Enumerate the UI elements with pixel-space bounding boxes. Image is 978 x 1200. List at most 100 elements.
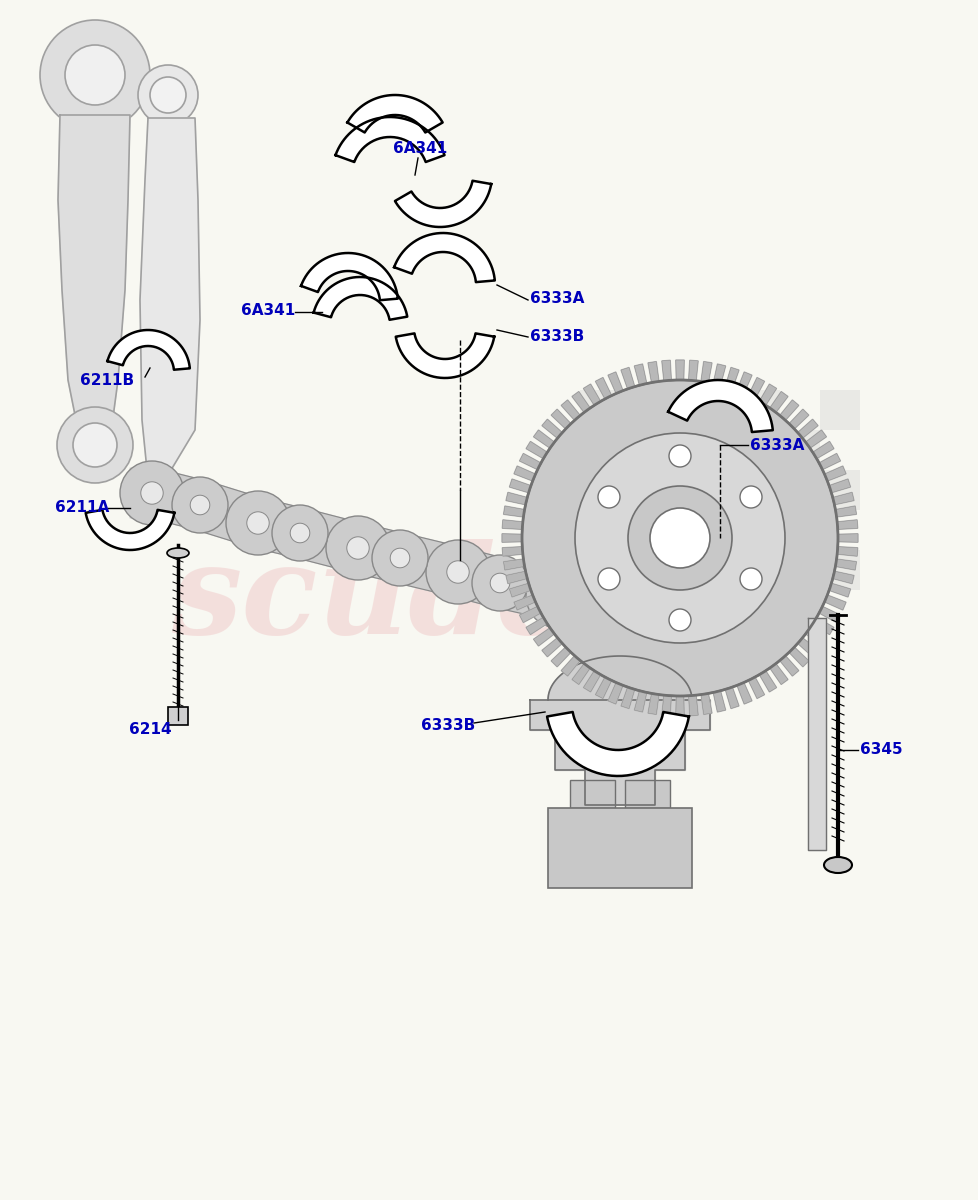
Circle shape [138,65,198,125]
Polygon shape [395,334,494,378]
Polygon shape [560,400,580,420]
Polygon shape [725,367,738,389]
Polygon shape [335,118,444,162]
Circle shape [272,505,328,560]
Polygon shape [502,534,521,542]
Polygon shape [509,479,530,493]
Polygon shape [509,583,530,596]
Circle shape [226,491,289,554]
Circle shape [739,568,761,590]
Polygon shape [713,691,725,712]
Polygon shape [347,95,442,132]
Polygon shape [661,360,671,380]
Polygon shape [551,647,570,667]
Circle shape [627,486,732,590]
Polygon shape [542,419,561,438]
Polygon shape [300,253,397,300]
Polygon shape [736,372,751,394]
Polygon shape [583,671,600,692]
Text: 6A341: 6A341 [241,302,294,318]
Bar [624,780,669,808]
Polygon shape [805,628,825,646]
Polygon shape [583,384,600,406]
Polygon shape [607,372,622,394]
Bar [699,590,739,630]
Circle shape [372,530,427,586]
Text: 6333A: 6333A [529,290,584,306]
Polygon shape [313,277,407,319]
Polygon shape [788,409,808,428]
Circle shape [574,433,784,643]
Bar [699,430,739,470]
Polygon shape [836,520,857,529]
Bar [739,470,779,510]
Circle shape [326,516,389,580]
Polygon shape [788,647,808,667]
Circle shape [649,508,709,568]
Polygon shape [700,694,711,714]
Polygon shape [293,509,364,572]
Polygon shape [547,712,689,776]
Polygon shape [819,606,839,623]
Circle shape [598,486,619,508]
Polygon shape [503,506,524,517]
Circle shape [246,511,269,534]
Polygon shape [525,617,547,635]
Bar [739,550,779,590]
Polygon shape [834,506,856,517]
Polygon shape [759,671,776,692]
Polygon shape [506,571,527,583]
Polygon shape [778,655,798,676]
Bar [579,470,619,510]
Polygon shape [607,683,622,704]
Polygon shape [86,510,174,550]
Circle shape [446,560,468,583]
Polygon shape [519,454,541,469]
Polygon shape [352,523,405,582]
Polygon shape [823,466,845,481]
Circle shape [739,486,761,508]
Polygon shape [502,547,522,556]
Polygon shape [513,595,535,610]
Bar [569,780,614,808]
Text: 6211B: 6211B [80,372,134,388]
Polygon shape [647,361,658,383]
Polygon shape [634,691,646,712]
Circle shape [172,476,228,533]
Polygon shape [837,534,857,542]
Polygon shape [675,696,684,716]
Polygon shape [797,637,818,656]
Polygon shape [146,469,205,529]
Polygon shape [700,361,711,383]
Circle shape [668,445,690,467]
Bar [659,550,699,590]
Polygon shape [130,468,600,628]
Text: scuderia: scuderia [170,539,769,661]
Text: 6345: 6345 [859,743,902,757]
Bar [779,510,820,550]
Polygon shape [667,380,772,432]
Polygon shape [108,330,190,370]
Circle shape [521,380,837,696]
Polygon shape [533,430,554,448]
Polygon shape [252,499,305,557]
Polygon shape [747,378,764,398]
Ellipse shape [823,857,851,872]
Bar [699,510,739,550]
Polygon shape [688,695,697,715]
Polygon shape [769,391,787,413]
Bar [739,390,779,430]
Circle shape [289,523,309,542]
Polygon shape [451,548,506,607]
Polygon shape [675,360,684,380]
Polygon shape [513,466,535,481]
Circle shape [141,481,163,504]
Polygon shape [647,694,658,714]
Polygon shape [193,481,265,547]
Circle shape [598,568,619,590]
Polygon shape [778,400,798,420]
Circle shape [73,422,117,467]
Polygon shape [634,364,646,385]
Polygon shape [519,606,541,623]
Text: 6214: 6214 [128,722,171,738]
